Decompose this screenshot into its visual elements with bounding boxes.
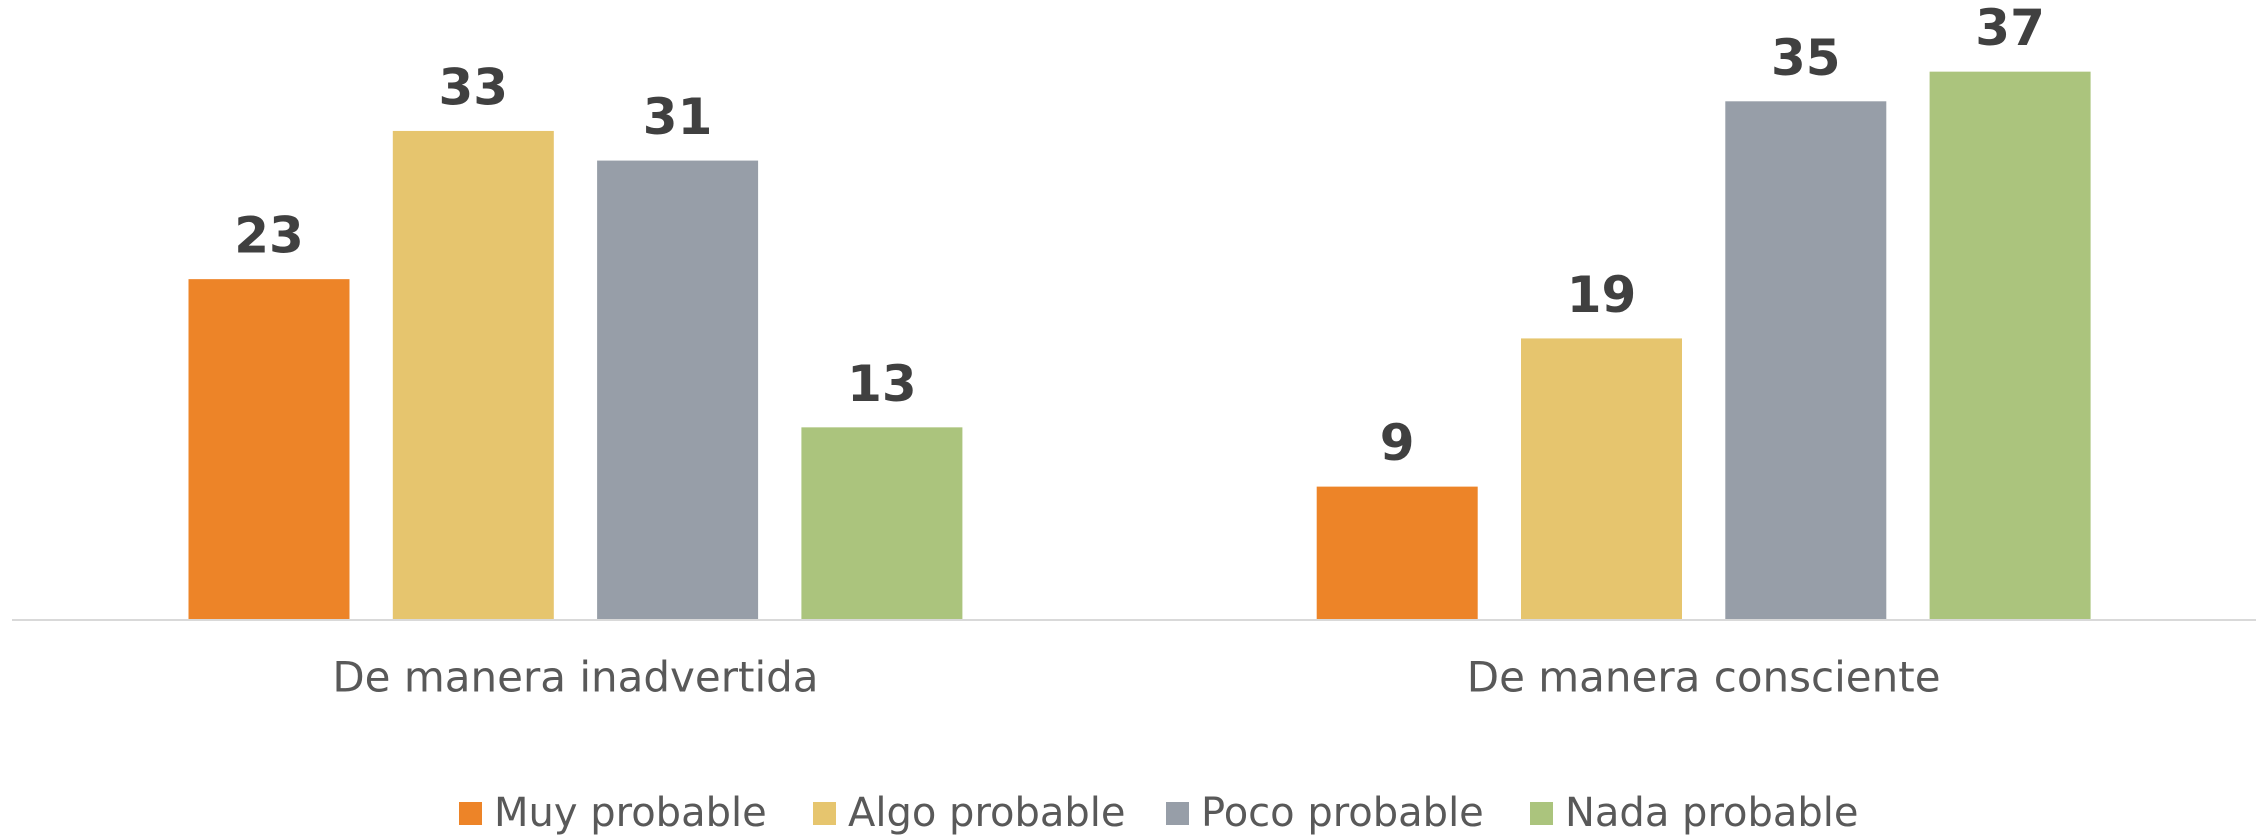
legend-label: Algo probable: [848, 790, 1126, 836]
bar: [392, 130, 554, 620]
bar: [1316, 486, 1478, 620]
legend-swatch: [1530, 802, 1553, 825]
legend-swatch: [1166, 802, 1189, 825]
value-label: 13: [847, 355, 917, 413]
value-label: 9: [1380, 414, 1415, 472]
legend-label: Nada probable: [1565, 790, 1859, 836]
value-label: 23: [234, 207, 304, 265]
legend-label: Muy probable: [494, 790, 767, 836]
bar: [1725, 101, 1887, 621]
legend-swatch: [813, 802, 836, 825]
value-label: 19: [1567, 266, 1637, 324]
value-label: 35: [1771, 29, 1841, 87]
bar: [801, 427, 963, 620]
category-label: De manera inadvertida: [332, 653, 818, 702]
value-label: 33: [439, 58, 509, 116]
bar: [188, 279, 350, 620]
category-label: De manera consciente: [1467, 653, 1941, 702]
value-label: 31: [643, 88, 713, 146]
bar: [1521, 338, 1682, 620]
legend-label: Poco probable: [1201, 790, 1484, 836]
value-label: 37: [1975, 0, 2045, 57]
bar: [597, 160, 759, 620]
bar: [1929, 71, 2091, 620]
legend-swatch: [459, 802, 482, 825]
